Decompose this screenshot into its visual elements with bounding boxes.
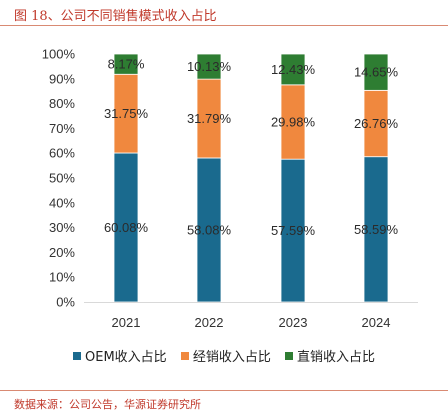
legend-item-distribution: 经销收入占比 [180, 346, 271, 365]
x-tick-label: 2021 [112, 315, 141, 330]
figure-title: 图 18、公司不同销售模式收入占比 [14, 9, 217, 24]
title-rule [0, 25, 448, 26]
data-label-oem-2024: 58.59% [354, 222, 399, 237]
y-tick-label: 60% [49, 146, 75, 161]
bar-direct-2024 [363, 53, 389, 91]
y-axis: 0% 10% 20% 30% 40% 50% 60% 70% 80% 90% 100% [42, 47, 76, 310]
y-tick-label: 30% [49, 220, 75, 235]
y-tick-label: 50% [49, 171, 75, 186]
y-tick-label: 20% [49, 245, 75, 260]
source-note: 数据来源：公司公告，华源证券研究所 [14, 398, 201, 411]
legend-swatch-oem [73, 352, 81, 360]
legend-label-direct: 直销收入占比 [296, 350, 375, 365]
bar-oem-2024 [363, 156, 389, 303]
data-label-direct-2021: 8.17% [108, 57, 145, 72]
data-label-oem-2021: 60.08% [104, 220, 149, 235]
y-tick-label: 80% [49, 96, 75, 111]
y-tick-label: 90% [49, 71, 75, 86]
data-label-distribution-2021: 31.75% [104, 106, 149, 121]
legend-swatch-direct [284, 352, 293, 360]
data-label-direct-2023: 12.43% [271, 62, 316, 77]
y-tick-label: 100% [42, 47, 76, 62]
bars: 60.08% 31.75% 8.17% 58.08% 31.79% 10.13% 57.59… [104, 53, 399, 303]
legend-item-oem: OEM收入占比 [73, 346, 167, 365]
stacked-bar-chart: 0% 10% 20% 30% 40% 50% 60% 70% 80% 90% 100% 60.08%… [42, 47, 418, 330]
legend-item-direct: 直销收入占比 [284, 346, 375, 365]
legend-label-distribution: 经销收入占比 [192, 350, 271, 365]
data-label-oem-2022: 58.08% [187, 222, 232, 237]
data-label-direct-2024: 14.65% [354, 65, 399, 80]
data-label-direct-2022: 10.13% [187, 59, 232, 74]
y-tick-label: 0% [56, 295, 75, 310]
y-tick-label: 70% [49, 121, 75, 136]
x-axis: 2021 2022 2023 2024 [84, 302, 418, 330]
legend-swatch-distribution [180, 352, 189, 360]
data-label-distribution-2024: 26.76% [354, 116, 399, 131]
bar-direct-2023 [280, 53, 306, 86]
footer-rule [0, 390, 448, 391]
x-tick-label: 2022 [195, 315, 224, 330]
data-label-distribution-2023: 29.98% [271, 115, 316, 130]
legend: OEM收入占比 经销收入占比 直销收入占比 [0, 346, 448, 365]
data-label-distribution-2022: 31.79% [187, 111, 232, 126]
bar-distribution-2023 [280, 84, 306, 160]
bar-direct-2022 [196, 53, 222, 80]
y-tick-label: 10% [49, 270, 75, 285]
bar-direct-2021 [113, 53, 139, 75]
data-label-oem-2023: 57.59% [271, 223, 316, 238]
bar-distribution-2024 [363, 89, 389, 158]
x-tick-label: 2023 [279, 315, 308, 330]
y-tick-label: 40% [49, 195, 75, 210]
bar-oem-2021 [113, 152, 139, 303]
legend-label-oem: OEM收入占比 [85, 350, 167, 365]
x-tick-label: 2024 [362, 315, 391, 330]
